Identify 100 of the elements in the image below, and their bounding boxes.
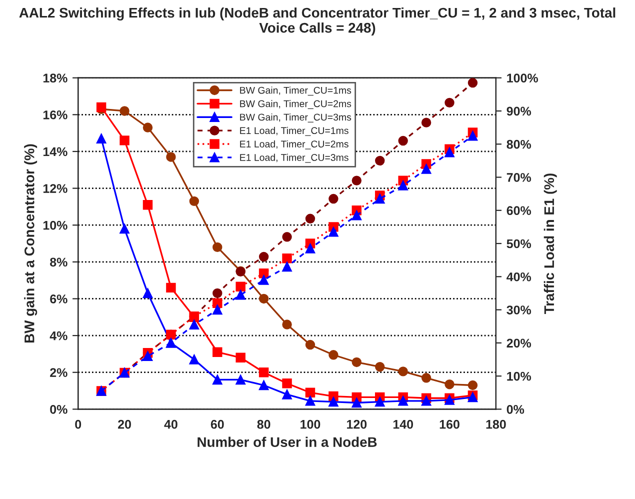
y2-axis-title: Traffic Load in E1 (%) xyxy=(544,174,557,314)
x-tick-label: 0 xyxy=(75,420,82,429)
x-tick-label: 40 xyxy=(164,420,178,429)
point xyxy=(444,148,454,158)
x-tick-label: 100 xyxy=(300,420,320,429)
point xyxy=(282,390,292,400)
x-tick-label: 140 xyxy=(393,420,413,429)
point xyxy=(398,366,408,376)
point xyxy=(212,304,222,315)
point xyxy=(142,122,153,132)
y-tick-label: 0% xyxy=(50,404,68,414)
point xyxy=(166,152,176,162)
x-tick-label: 60 xyxy=(210,420,224,429)
y2-tick-label: 0% xyxy=(506,404,524,414)
legend-label: BW Gain, Timer_CU=2ms xyxy=(240,100,352,110)
legend-label: BW Gain, Timer_CU=1ms xyxy=(240,86,352,96)
point xyxy=(421,396,432,406)
point xyxy=(398,396,408,406)
point xyxy=(120,224,130,234)
point xyxy=(142,200,153,210)
point xyxy=(258,294,269,304)
y-tick-label: 10% xyxy=(43,220,68,230)
x-tick-label: 180 xyxy=(486,420,506,429)
point xyxy=(352,398,362,408)
point xyxy=(421,164,432,174)
point xyxy=(166,338,176,348)
y2-tick-label: 50% xyxy=(506,239,532,248)
point xyxy=(352,210,362,220)
x-tick-label: 20 xyxy=(118,420,131,429)
point xyxy=(236,282,246,292)
point xyxy=(328,350,338,360)
x-tick-label: 120 xyxy=(347,420,367,429)
y-tick-label: 2% xyxy=(50,368,68,377)
legend-label: E1 Load, Timer_CU=2ms xyxy=(240,140,348,150)
y-tick-label: 12% xyxy=(43,184,68,193)
point xyxy=(305,214,316,224)
point xyxy=(189,354,200,364)
x-tick-label: 80 xyxy=(257,420,270,429)
point xyxy=(212,347,222,357)
point xyxy=(236,352,246,362)
point xyxy=(421,373,432,383)
point xyxy=(258,368,269,378)
y2-tick-label: 80% xyxy=(506,140,532,149)
point xyxy=(166,282,176,293)
point xyxy=(398,136,408,146)
point xyxy=(212,242,222,252)
point xyxy=(282,254,292,264)
legend-label: BW Gain, Timer_CU=3ms xyxy=(240,113,352,122)
y2-tick-label: 100% xyxy=(507,74,538,82)
y-tick-label: 16% xyxy=(43,110,68,120)
point xyxy=(305,388,316,398)
legend-label: E1 Load, Timer_CU=3ms xyxy=(240,154,348,163)
point xyxy=(120,106,130,116)
point xyxy=(352,176,362,186)
y2-tick-label: 40% xyxy=(506,272,532,282)
chart-title: AAL2 Switching Effects in Iub (NodeB and Concentrator Timer_CU = 1, 2 and 3 msec, Total Voice Calls = 248) xyxy=(19,7,616,36)
point xyxy=(421,118,432,128)
point xyxy=(96,134,106,144)
point xyxy=(468,130,478,141)
y-tick-label: 6% xyxy=(50,294,68,304)
point xyxy=(282,378,292,388)
point xyxy=(189,320,200,330)
point xyxy=(328,194,338,204)
y2-tick-label: 60% xyxy=(506,206,532,216)
point xyxy=(328,227,338,237)
point xyxy=(282,320,292,330)
point xyxy=(375,156,385,166)
point xyxy=(468,380,478,390)
point xyxy=(398,180,408,190)
point xyxy=(282,232,292,242)
y-tick-label: 14% xyxy=(43,147,68,156)
point xyxy=(212,288,222,298)
point xyxy=(189,196,200,206)
point xyxy=(142,288,153,298)
x-tick-label: 160 xyxy=(440,420,460,429)
y2-tick-label: 20% xyxy=(506,338,532,348)
point xyxy=(305,396,316,406)
point xyxy=(468,78,478,88)
point xyxy=(258,252,269,262)
point xyxy=(236,374,246,385)
y2-tick-label: 90% xyxy=(506,106,532,116)
x-axis-title: Number of User in a NodeB xyxy=(198,436,377,448)
y2-tick-label: 70% xyxy=(506,173,532,182)
y2-tick-label: 30% xyxy=(506,306,532,314)
y-tick-label: 8% xyxy=(50,258,68,267)
point xyxy=(375,396,385,407)
y-axis-title: BW gain at a Concentrator (%) xyxy=(24,144,38,343)
point xyxy=(142,351,153,362)
point xyxy=(444,379,454,390)
point xyxy=(352,357,362,368)
point xyxy=(120,136,130,146)
point xyxy=(212,374,222,385)
y-tick-label: 18% xyxy=(43,74,68,82)
point xyxy=(375,194,385,204)
point xyxy=(258,275,269,285)
point xyxy=(375,362,385,372)
y-tick-label: 4% xyxy=(50,331,68,340)
legend-label: E1 Load, Timer_CU=1ms xyxy=(240,126,348,136)
y2-tick-label: 10% xyxy=(507,372,532,381)
point xyxy=(258,380,269,390)
